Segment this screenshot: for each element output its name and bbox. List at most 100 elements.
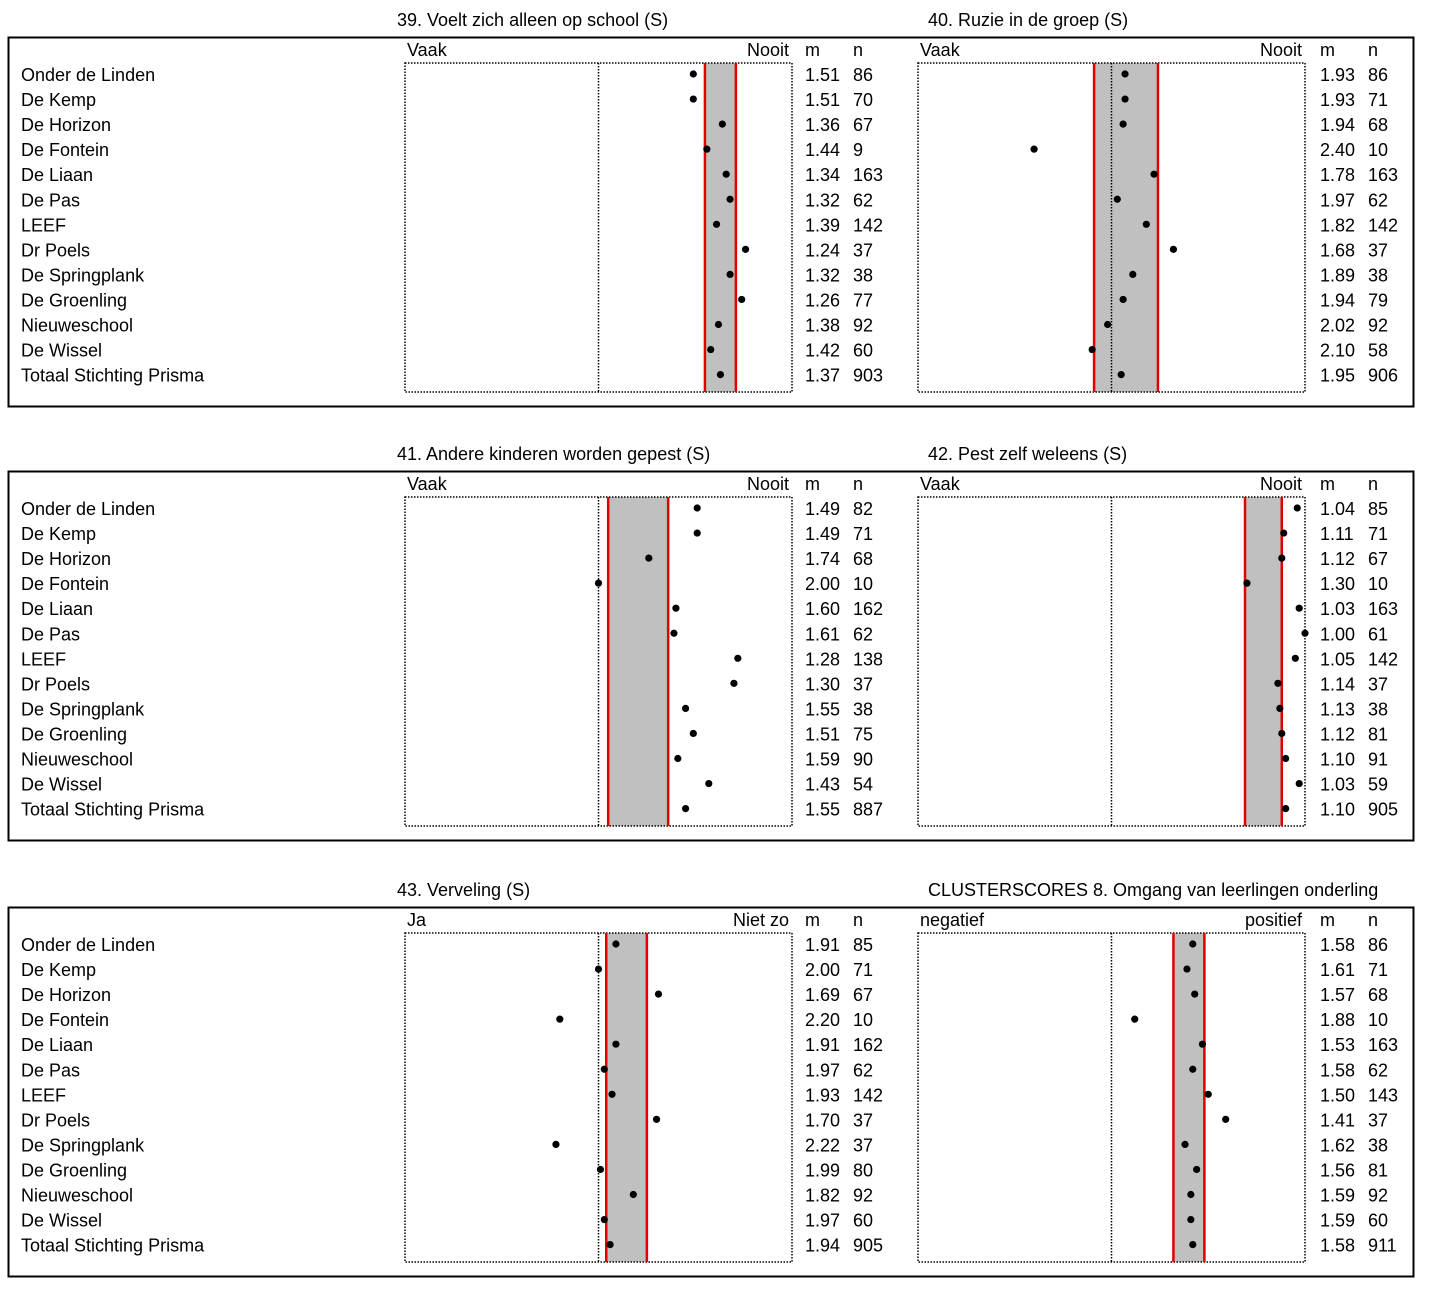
mean-value: 1.51 bbox=[805, 65, 840, 85]
scale-left-label: Vaak bbox=[920, 40, 961, 60]
data-point bbox=[1295, 604, 1303, 612]
mean-value: 1.51 bbox=[805, 90, 840, 110]
count-value: 38 bbox=[1368, 265, 1388, 285]
m-header: m bbox=[805, 474, 820, 494]
count-value: 82 bbox=[853, 499, 873, 519]
school-label: De Groenling bbox=[21, 1160, 127, 1180]
data-point bbox=[1088, 345, 1096, 354]
data-point bbox=[596, 1165, 605, 1174]
count-value: 81 bbox=[1368, 1160, 1388, 1180]
data-point bbox=[612, 940, 620, 948]
school-label: Totaal Stichting Prisma bbox=[21, 1236, 205, 1256]
data-point bbox=[1121, 70, 1129, 78]
data-point bbox=[1187, 1190, 1195, 1199]
panel-title: 39. Voelt zich alleen op school (S) bbox=[397, 10, 668, 30]
mean-value: 1.03 bbox=[1320, 599, 1355, 619]
school-label: De Fontein bbox=[21, 140, 109, 160]
school-label: Nieuweschool bbox=[21, 1186, 133, 1206]
mean-value: 1.95 bbox=[1320, 366, 1355, 386]
school-label: LEEF bbox=[21, 215, 66, 235]
data-point bbox=[1295, 779, 1303, 788]
count-value: 61 bbox=[1368, 624, 1388, 644]
school-label: Dr Poels bbox=[21, 674, 90, 694]
count-value: 54 bbox=[853, 775, 873, 795]
count-value: 68 bbox=[853, 549, 873, 569]
count-value: 85 bbox=[1368, 499, 1388, 519]
school-label: Totaal Stichting Prisma bbox=[21, 800, 205, 820]
data-point bbox=[1169, 245, 1178, 253]
mean-value: 1.97 bbox=[1320, 190, 1355, 210]
count-value: 67 bbox=[853, 115, 873, 135]
mean-value: 1.57 bbox=[1320, 985, 1355, 1005]
count-value: 92 bbox=[1368, 316, 1388, 336]
mean-value: 1.93 bbox=[805, 1085, 840, 1105]
mean-value: 1.91 bbox=[805, 935, 840, 955]
mean-value: 1.58 bbox=[1320, 935, 1355, 955]
data-point bbox=[734, 654, 742, 662]
mean-value: 1.12 bbox=[1320, 549, 1355, 569]
mean-value: 1.62 bbox=[1320, 1135, 1355, 1155]
count-value: 92 bbox=[1368, 1186, 1388, 1206]
count-value: 38 bbox=[853, 265, 873, 285]
data-point bbox=[1301, 629, 1309, 637]
data-point bbox=[689, 729, 697, 738]
count-value: 37 bbox=[1368, 1110, 1388, 1130]
count-value: 163 bbox=[853, 165, 883, 185]
school-label: De Wissel bbox=[21, 341, 102, 361]
n-header: n bbox=[853, 910, 863, 930]
data-point bbox=[1030, 145, 1038, 153]
count-value: 911 bbox=[1368, 1236, 1397, 1256]
school-label: De Pas bbox=[21, 1060, 80, 1080]
data-point bbox=[612, 1040, 620, 1048]
mean-value: 1.59 bbox=[1320, 1211, 1355, 1231]
mean-value: 1.82 bbox=[805, 1186, 840, 1206]
data-point bbox=[716, 371, 725, 379]
data-point bbox=[672, 604, 680, 612]
mean-value: 1.11 bbox=[1320, 524, 1354, 544]
scale-left-label: Vaak bbox=[407, 474, 448, 494]
data-point bbox=[670, 629, 678, 637]
school-label: Nieuweschool bbox=[21, 316, 133, 336]
m-header: m bbox=[1320, 910, 1335, 930]
data-point bbox=[707, 345, 715, 354]
count-value: 38 bbox=[853, 699, 873, 719]
school-label: De Pas bbox=[21, 624, 80, 644]
n-header: n bbox=[853, 474, 863, 494]
school-label: De Horizon bbox=[21, 115, 111, 135]
count-value: 10 bbox=[1368, 1010, 1388, 1030]
count-value: 62 bbox=[853, 1060, 873, 1080]
school-label: De Pas bbox=[21, 190, 80, 210]
count-value: 10 bbox=[853, 574, 873, 594]
count-value: 71 bbox=[853, 960, 873, 980]
count-value: 58 bbox=[1368, 341, 1388, 361]
mean-value: 1.94 bbox=[805, 1236, 840, 1256]
school-label: Dr Poels bbox=[21, 1110, 90, 1130]
mean-value: 1.82 bbox=[1320, 215, 1355, 235]
data-point bbox=[1282, 754, 1290, 763]
count-value: 162 bbox=[853, 1035, 883, 1055]
school-label: De Kemp bbox=[21, 960, 96, 980]
mean-value: 2.00 bbox=[805, 574, 840, 594]
mean-value: 1.24 bbox=[805, 240, 840, 260]
mean-value: 1.36 bbox=[805, 115, 840, 135]
mean-value: 1.44 bbox=[805, 140, 840, 160]
mean-value: 1.26 bbox=[805, 290, 840, 310]
data-point bbox=[1222, 1115, 1230, 1123]
mean-value: 1.97 bbox=[805, 1211, 840, 1231]
mean-value: 1.49 bbox=[805, 499, 840, 519]
mean-value: 2.00 bbox=[805, 960, 840, 980]
panel-title: 43. Verveling (S) bbox=[397, 880, 530, 900]
count-value: 68 bbox=[1368, 115, 1388, 135]
mean-value: 1.32 bbox=[805, 265, 840, 285]
panel-title: 42. Pest zelf weleens (S) bbox=[928, 444, 1127, 464]
m-header: m bbox=[1320, 40, 1335, 60]
mean-value: 1.99 bbox=[805, 1160, 840, 1180]
data-point bbox=[689, 70, 697, 78]
mean-value: 1.30 bbox=[1320, 574, 1355, 594]
count-value: 90 bbox=[853, 750, 873, 770]
mean-value: 1.51 bbox=[805, 724, 840, 744]
count-value: 37 bbox=[853, 240, 873, 260]
count-value: 62 bbox=[1368, 190, 1388, 210]
school-label: De Kemp bbox=[21, 90, 96, 110]
data-point bbox=[556, 1015, 564, 1023]
